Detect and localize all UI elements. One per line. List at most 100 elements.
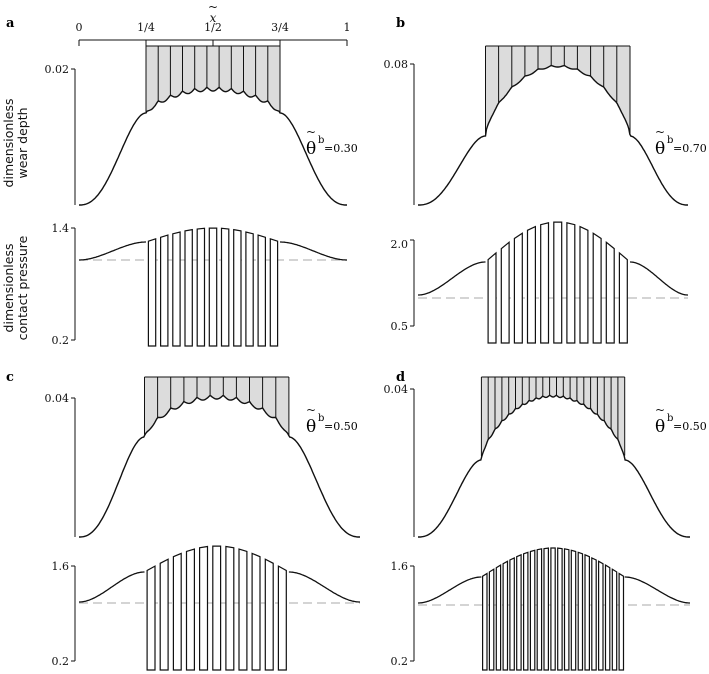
ylabel-pressure: dimensionless contact pressure [1, 235, 30, 340]
c-wear-shaded-region [144, 377, 289, 436]
a-theta-annotation: θ ~ b =0.30 [306, 125, 358, 159]
c-pressure-bar [238, 548, 248, 671]
d-pressure-bar [584, 553, 590, 671]
d-pressure-ybottom-label: 0.2 [391, 655, 409, 668]
d-pressure-curve-right [624, 576, 690, 604]
panel-b [410, 45, 688, 344]
d-pressure-ytop-label: 1.6 [391, 560, 409, 573]
b-pressure-ybottom-label: 0.5 [391, 320, 409, 333]
d-pressure-bar [604, 564, 611, 671]
b-theta-symbol: θ [655, 139, 665, 159]
a-pressure-bar [269, 237, 279, 347]
plot-area [71, 45, 690, 671]
a-pressure-bar [208, 227, 218, 347]
d-pressure-bar [557, 547, 563, 671]
b-theta-superscript: b [667, 135, 673, 146]
c-theta-tilde: ~ [306, 403, 316, 417]
a-pressure-bar [196, 227, 206, 347]
a-wear-curve [79, 86, 347, 206]
b-pressure-bar [553, 221, 563, 344]
a-pressure-curve-right [280, 241, 347, 261]
d-theta-tilde: ~ [655, 403, 665, 417]
c-pressure-curve-right [288, 571, 360, 603]
panel-c [71, 376, 360, 671]
c-pressure-curve-left [79, 571, 145, 603]
a-pressure-bar [257, 234, 266, 347]
b-wear-curve [418, 64, 688, 206]
c-pressure-bar [146, 565, 156, 671]
top-x-tick-label-0: 0 [76, 21, 83, 34]
c-pressure-bar [159, 558, 169, 671]
b-wear-plot [410, 45, 688, 206]
c-pressure-plot [71, 545, 360, 671]
d-pressure-bar [495, 564, 502, 671]
a-theta-tilde: ~ [306, 125, 316, 139]
a-pressure-curve-left [79, 241, 146, 261]
top-x-tick-label-4: 1 [344, 21, 351, 34]
c-theta-value: =0.50 [324, 420, 358, 433]
d-wear-ymax-label: 0.04 [384, 383, 409, 396]
a-theta-value: =0.30 [324, 142, 358, 155]
c-pressure-bar [212, 545, 222, 671]
c-pressure-ytop-label: 1.6 [52, 560, 70, 573]
d-pressure-bar [618, 572, 625, 671]
a-pressure-ytop-label: 1.4 [52, 222, 70, 235]
a-pressure-bar [220, 227, 230, 347]
a-pressure-bar [184, 228, 193, 347]
top-x-axis: 0 1/4 1/2 3/4 1 x ~ [76, 0, 351, 46]
a-theta-superscript: b [318, 135, 324, 146]
d-pressure-bar [536, 548, 543, 671]
panel-label-b: b [396, 16, 405, 31]
top-x-axis-symbol: x [210, 11, 217, 25]
panel-a [71, 45, 347, 347]
b-theta-tilde: ~ [655, 125, 665, 139]
b-pressure-bar [618, 251, 628, 344]
d-pressure-bar [502, 560, 509, 671]
c-theta-annotation: θ ~ b =0.50 [306, 403, 358, 437]
d-pressure-bar [550, 547, 556, 671]
b-wear-ymax-label: 0.08 [384, 58, 409, 71]
d-wear-curve [418, 394, 690, 538]
c-pressure-bar [251, 552, 261, 671]
d-pressure-plot [410, 547, 690, 671]
d-pressure-bar [509, 556, 515, 671]
a-pressure-bar [245, 231, 254, 347]
b-pressure-bar [487, 251, 497, 344]
top-x-tick-label-1: 1/4 [137, 21, 155, 34]
top-x-axis-symbol-mark: ~ [208, 0, 218, 14]
panel-label-c: c [6, 370, 14, 385]
a-pressure-ybottom-label: 0.2 [52, 334, 70, 347]
a-pressure-bar [233, 228, 242, 347]
ylabel-wear: dimensionless wear depth [1, 99, 30, 188]
ylabel-pressure-line-1: dimensionless [1, 244, 16, 333]
c-theta-superscript: b [318, 413, 324, 424]
c-pressure-bar [225, 545, 235, 671]
b-pressure-bar [526, 225, 536, 344]
panel-d [410, 376, 690, 671]
c-pressure-ybottom-label: 0.2 [52, 655, 70, 668]
d-pressure-bar [577, 551, 584, 671]
d-theta-value: =0.50 [673, 420, 707, 433]
d-theta-symbol: θ [655, 417, 665, 437]
b-pressure-curve-right [630, 261, 688, 296]
b-pressure-curve-left [418, 261, 486, 296]
d-wear-shaded-region [481, 377, 625, 457]
top-x-tick-label-3: 3/4 [271, 21, 289, 34]
c-wear-plot [71, 376, 360, 538]
a-wear-plot [71, 45, 347, 206]
ylabel-wear-line-2: wear depth [15, 107, 30, 178]
b-pressure-bar [592, 232, 602, 344]
d-pressure-bar [570, 549, 577, 671]
a-theta-symbol: θ [306, 139, 316, 159]
c-pressure-bar [172, 552, 182, 671]
d-pressure-bar [529, 549, 536, 671]
c-theta-symbol: θ [306, 417, 316, 437]
b-pressure-bar [605, 241, 615, 344]
b-pressure-ytop-label: 2.0 [391, 238, 409, 251]
d-pressure-bar [598, 560, 604, 671]
panel-label-a: a [6, 16, 15, 31]
top-x-tick-label-2: 1/2 [204, 21, 222, 34]
c-pressure-bar [185, 548, 195, 671]
d-theta-annotation: θ ~ b =0.50 [655, 403, 707, 437]
